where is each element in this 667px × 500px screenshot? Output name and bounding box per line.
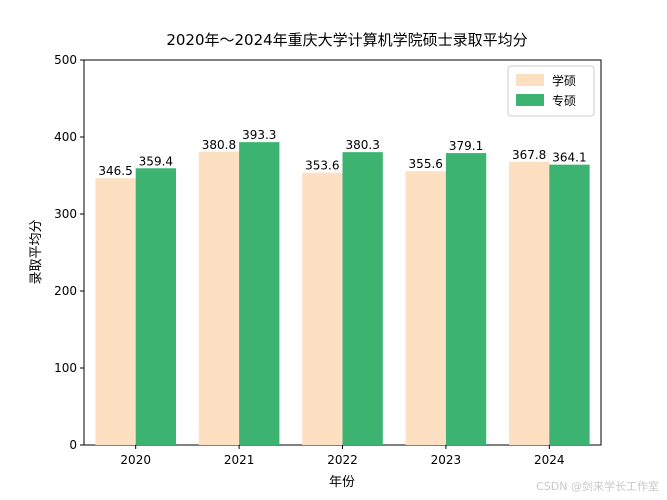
bar-value-label: 364.1 <box>552 151 586 165</box>
bar-academic-2021 <box>198 151 240 445</box>
bar-professional-2023 <box>445 153 487 445</box>
x-tick-label: 2024 <box>534 453 565 467</box>
bar-value-label: 379.1 <box>449 139 483 153</box>
bar-professional-2021 <box>239 142 280 445</box>
bar-value-label: 346.5 <box>98 164 132 178</box>
x-tick-label: 2020 <box>120 453 151 467</box>
bar-academic-2020 <box>95 178 136 445</box>
y-axis-label: 录取平均分 <box>29 219 44 284</box>
bar-value-label: 380.3 <box>345 138 379 152</box>
x-axis-label: 年份 <box>329 475 355 490</box>
bar-academic-2024 <box>508 161 550 445</box>
y-tick-label: 100 <box>54 361 77 375</box>
bar-academic-2023 <box>405 171 446 446</box>
legend-swatch <box>516 74 544 86</box>
watermark: CSDN @剑来学长工作室 <box>536 480 659 493</box>
bar-value-label: 353.6 <box>305 159 339 173</box>
bar-labels-group: 346.5 380.8 353.6 355.6 367.8 359.4 393.3 380.3… <box>98 128 586 178</box>
bar-academic-2022 <box>302 172 343 445</box>
legend-box <box>507 65 595 117</box>
bar-professional-2024 <box>549 164 590 445</box>
bar-value-label: 367.8 <box>512 148 546 162</box>
y-axis: 0 100 200 300 400 500 <box>54 53 84 452</box>
y-tick-label: 300 <box>54 207 77 221</box>
bar-value-label: 359.4 <box>139 154 173 168</box>
y-tick-label: 400 <box>54 130 77 144</box>
legend-swatch <box>516 94 544 106</box>
y-tick-label: 0 <box>69 438 77 452</box>
y-tick-label: 500 <box>54 53 77 67</box>
bar-professional-2020 <box>135 168 177 445</box>
x-tick-label: 2022 <box>327 453 358 467</box>
y-tick-label: 200 <box>54 284 77 298</box>
bar-professional-2022 <box>342 152 383 445</box>
bar-value-label: 355.6 <box>409 157 443 171</box>
bars-group <box>95 142 590 446</box>
x-axis: 2020 2021 2022 2023 2024 <box>120 445 565 467</box>
bar-value-label: 393.3 <box>242 128 276 142</box>
chart-title: 2020年～2024年重庆大学计算机学院硕士录取平均分 <box>166 31 527 49</box>
bar-value-label: 380.8 <box>202 138 236 152</box>
legend-label: 学硕 <box>552 73 576 88</box>
x-tick-label: 2023 <box>431 453 462 467</box>
x-tick-label: 2021 <box>224 453 255 467</box>
legend-label: 专硕 <box>552 93 576 108</box>
